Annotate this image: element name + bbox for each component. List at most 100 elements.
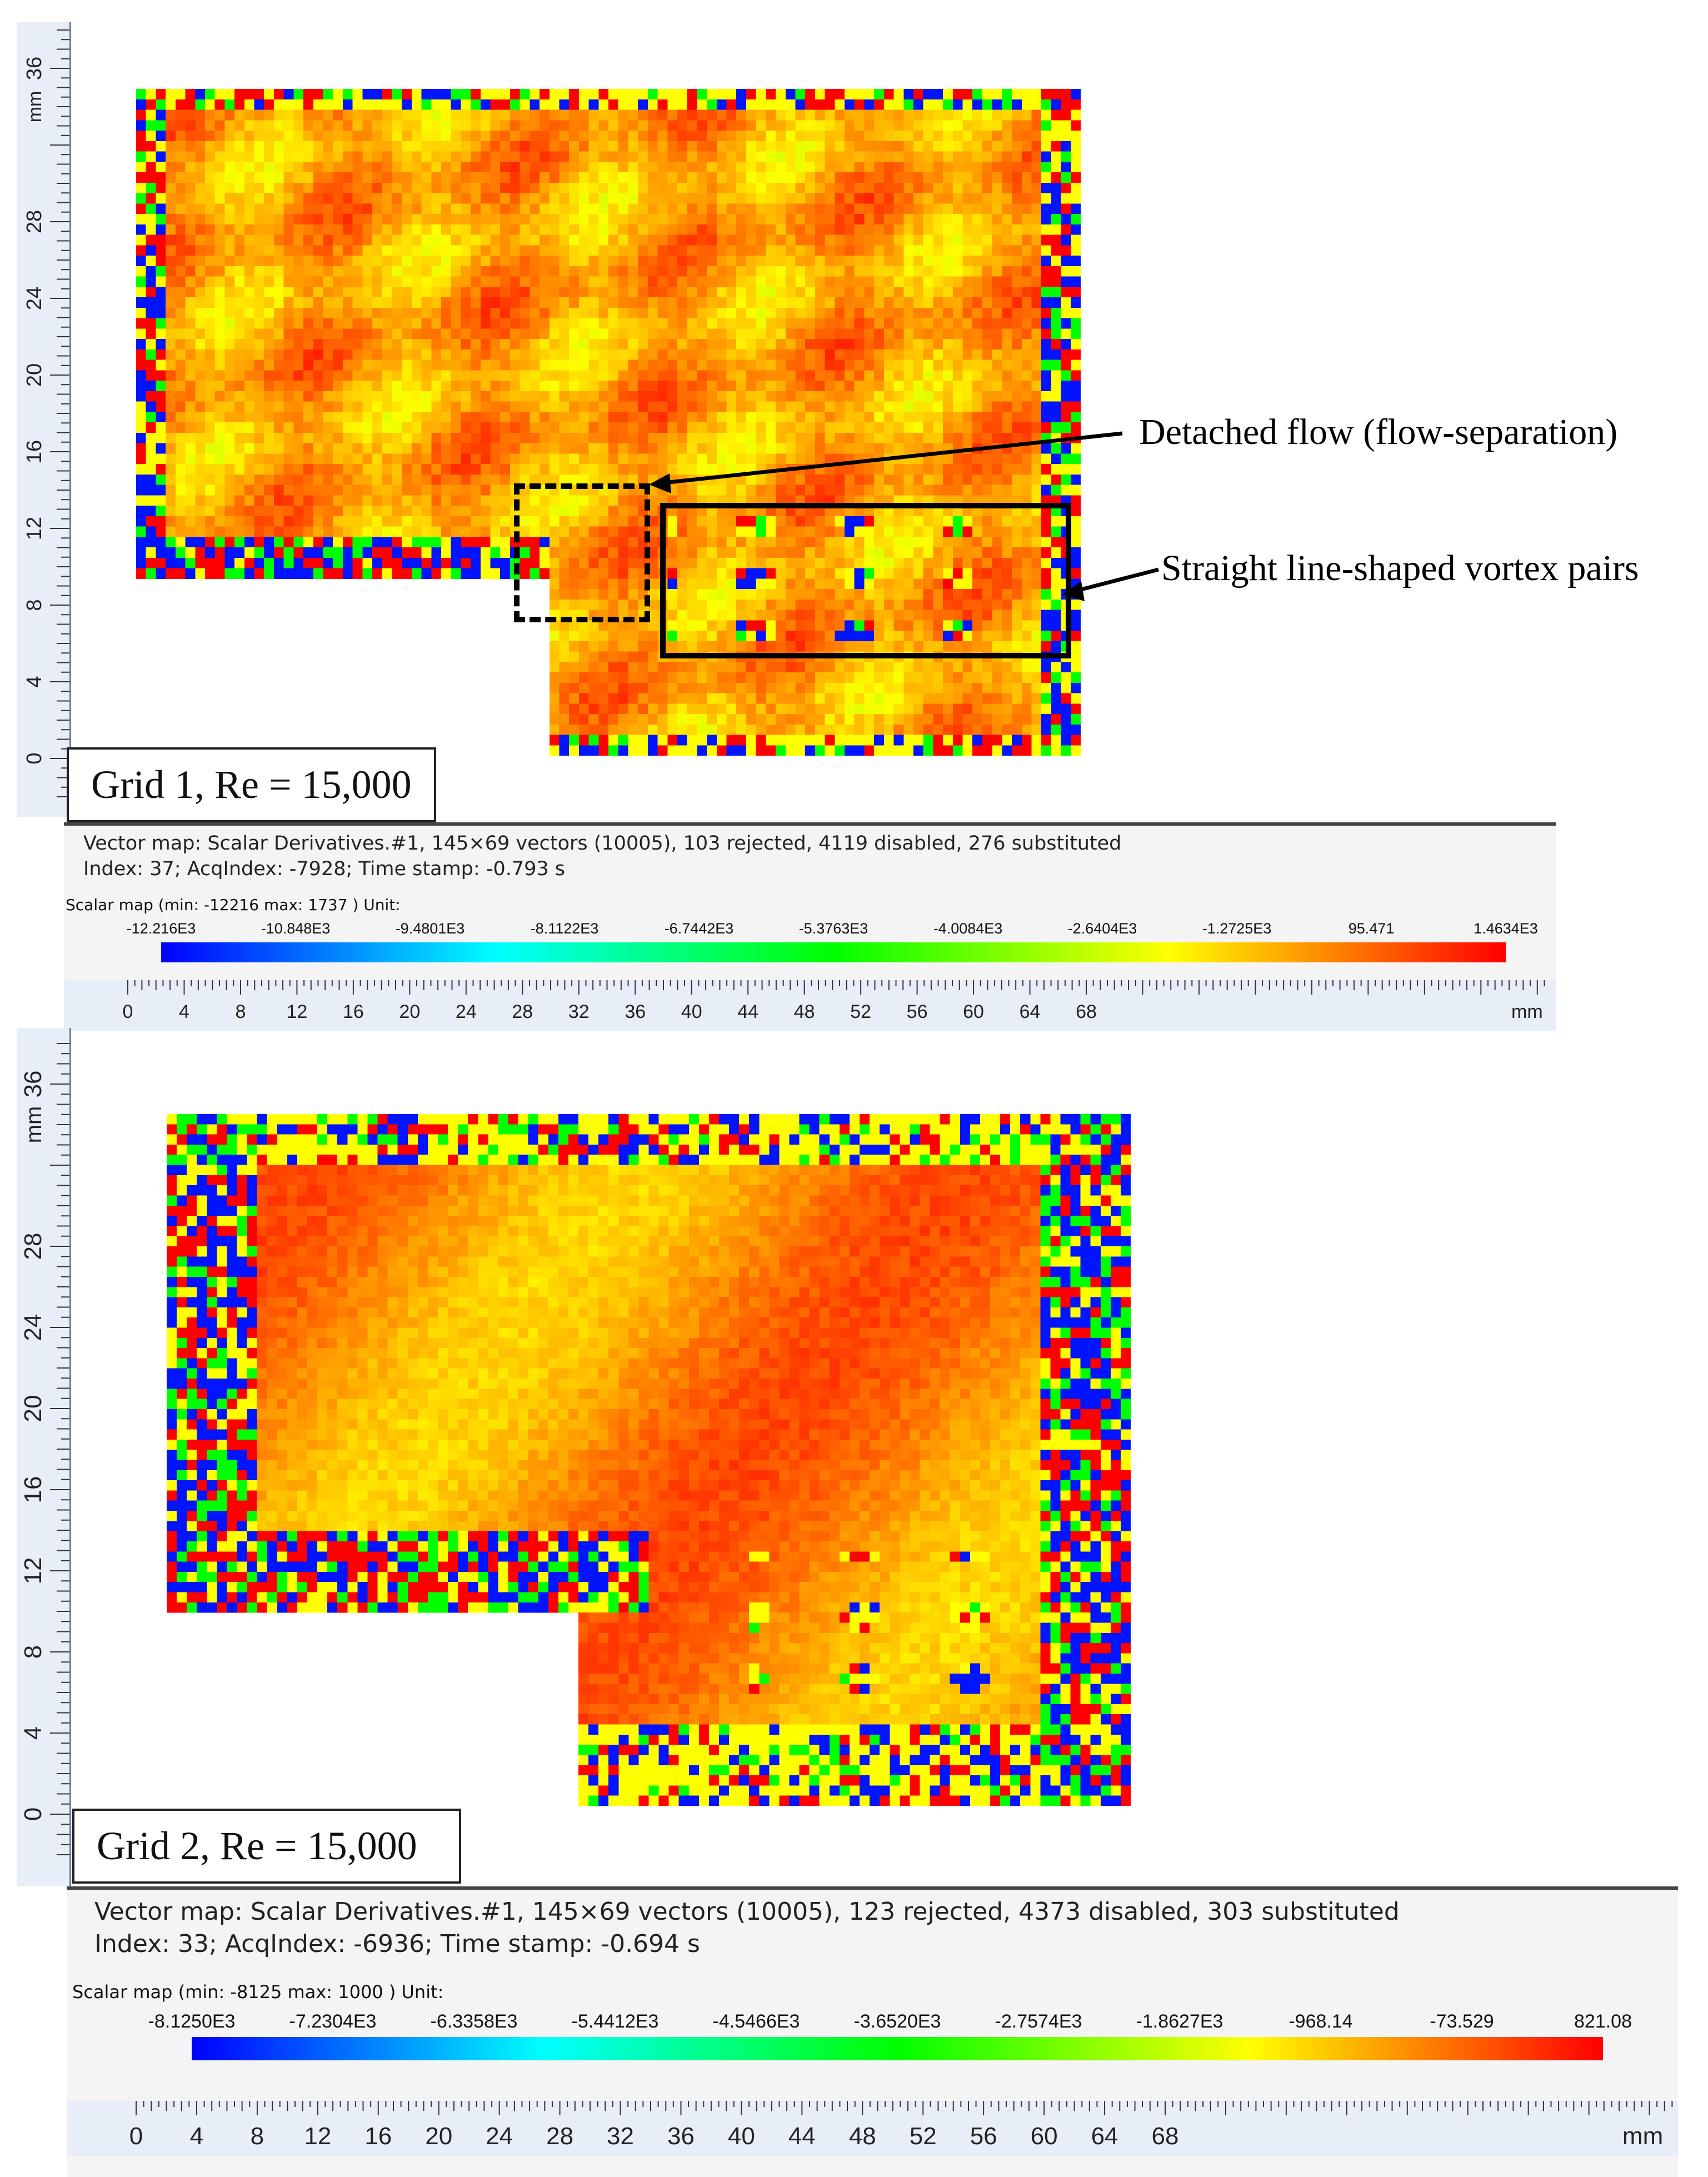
heatmap-cell xyxy=(608,141,619,152)
heatmap-cell xyxy=(451,99,461,111)
heatmap-cell xyxy=(540,151,550,162)
heatmap-cell xyxy=(1061,162,1071,173)
heatmap-cell xyxy=(166,151,176,162)
heatmap-cell xyxy=(490,109,501,121)
heatmap-cell xyxy=(1071,141,1081,152)
heatmap-cell xyxy=(451,109,461,121)
heatmap-cell xyxy=(540,172,550,183)
heatmap-cell xyxy=(933,172,943,183)
heatmap-cell xyxy=(530,109,540,121)
heatmap-cell xyxy=(1031,141,1042,152)
heatmap-cell xyxy=(549,172,560,183)
heatmap-cell xyxy=(687,89,697,100)
heatmap-cell xyxy=(854,162,865,173)
heatmap-cell xyxy=(618,99,629,111)
heatmap-cell xyxy=(972,99,983,111)
heatmap-cell xyxy=(845,172,855,183)
heatmap-cell xyxy=(707,109,717,121)
heatmap-cell xyxy=(244,182,255,194)
heatmap-cell xyxy=(982,131,993,142)
heatmap-cell xyxy=(697,109,707,121)
heatmap-cell xyxy=(825,120,835,131)
heatmap-cell xyxy=(795,172,806,183)
heatmap-cell xyxy=(1071,89,1081,100)
heatmap-cell xyxy=(923,172,933,183)
heatmap-cell xyxy=(628,109,638,121)
heatmap-cell xyxy=(490,120,501,131)
heatmap-cell xyxy=(1051,162,1062,173)
heatmap-cell xyxy=(471,182,481,194)
heatmap-cell xyxy=(1002,162,1012,173)
heatmap-cell xyxy=(471,172,481,183)
heatmap-cell xyxy=(647,109,658,121)
heatmap-cell xyxy=(677,131,688,142)
heatmap-cell xyxy=(1031,120,1042,131)
heatmap-cell xyxy=(471,162,481,173)
heatmap-cell xyxy=(883,172,895,183)
heatmap-cell xyxy=(785,89,796,100)
heatmap-cell xyxy=(588,141,599,152)
heatmap-cell xyxy=(520,89,530,100)
heatmap-cell xyxy=(402,172,412,183)
heatmap-cell xyxy=(569,141,580,152)
heatmap-cell xyxy=(923,89,933,100)
heatmap-cell xyxy=(805,120,816,131)
heatmap-cell xyxy=(578,151,590,162)
heatmap-cell xyxy=(598,120,609,131)
heatmap-cell xyxy=(845,109,855,121)
heatmap-cell xyxy=(156,109,166,121)
heatmap-cell xyxy=(333,89,343,100)
heatmap-cell xyxy=(195,120,206,131)
heatmap-cell xyxy=(204,172,216,183)
heatmap-cell xyxy=(756,151,766,162)
heatmap-cell xyxy=(618,141,629,152)
heatmap-cell xyxy=(923,99,933,111)
heatmap-cell xyxy=(451,172,461,183)
heatmap-cell xyxy=(874,89,885,100)
heatmap-cell xyxy=(667,89,678,100)
heatmap-cell xyxy=(638,182,648,194)
heatmap-cell xyxy=(667,109,678,121)
heatmap-cell xyxy=(608,131,619,142)
heatmap-cell xyxy=(342,89,353,100)
heatmap-cell xyxy=(166,162,176,173)
heatmap-cell xyxy=(608,120,619,131)
heatmap-cell xyxy=(893,99,904,111)
heatmap-cell xyxy=(214,182,225,194)
heatmap-cell xyxy=(175,89,186,100)
heatmap-cell xyxy=(254,151,264,162)
heatmap-cell xyxy=(628,162,638,173)
heatmap-cell xyxy=(283,162,294,173)
heatmap-cell xyxy=(805,109,816,121)
heatmap-cell xyxy=(578,109,590,121)
heatmap-cell xyxy=(883,109,895,121)
y-tick-label: 24 xyxy=(23,287,46,310)
heatmap-cell xyxy=(638,109,648,121)
heatmap-cell xyxy=(903,141,914,152)
heatmap-cell xyxy=(323,172,333,183)
heatmap-cell xyxy=(962,151,973,162)
heatmap-cell xyxy=(569,172,580,183)
heatmap-cell xyxy=(785,109,796,121)
heatmap-cell xyxy=(559,89,570,100)
heatmap-cell xyxy=(195,162,206,173)
heatmap-cell xyxy=(756,89,766,100)
heatmap-cell xyxy=(136,109,147,121)
heatmap-cell xyxy=(785,141,796,152)
heatmap-cell xyxy=(392,120,402,131)
heatmap-cell xyxy=(540,141,550,152)
heatmap-cell xyxy=(471,99,481,111)
heatmap-cell xyxy=(943,109,953,121)
heatmap-cell xyxy=(845,89,855,100)
heatmap-cell xyxy=(273,120,284,131)
heatmap-cell xyxy=(283,89,294,100)
heatmap-cell xyxy=(766,109,776,121)
heatmap-cell xyxy=(283,182,294,194)
heatmap-cell xyxy=(628,172,638,183)
heatmap-cell xyxy=(992,109,1002,121)
heatmap-cell xyxy=(1061,131,1071,142)
heatmap-cell xyxy=(815,89,826,100)
heatmap-cell xyxy=(795,151,806,162)
heatmap-cell xyxy=(618,131,629,142)
heatmap-cell xyxy=(1021,89,1032,100)
